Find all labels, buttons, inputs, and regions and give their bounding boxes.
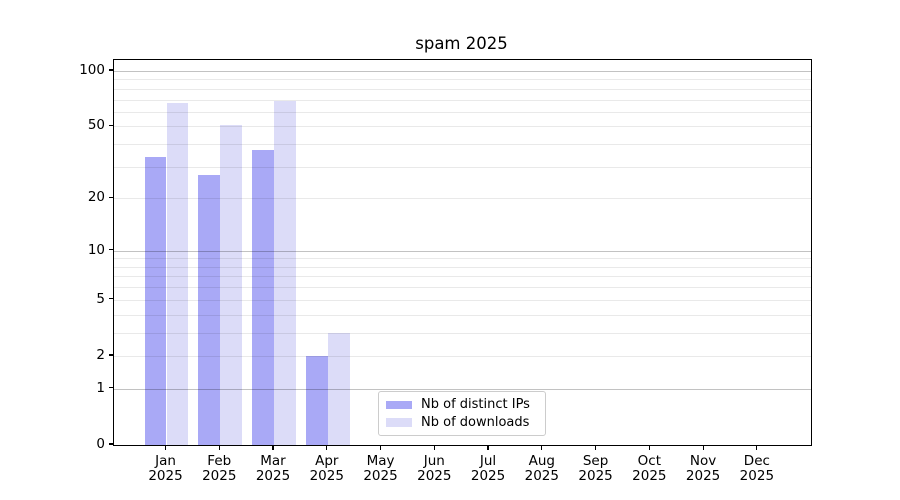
gridline-major xyxy=(114,388,811,390)
y-tick-mark xyxy=(108,196,113,198)
bar-nb-of-distinct-ips-mar xyxy=(252,150,275,445)
x-tick-label-apr: Apr 2025 xyxy=(309,452,344,484)
legend-item-downloads: Nb of downloads xyxy=(379,414,545,432)
gridline-minor xyxy=(114,258,811,260)
x-tick-mark xyxy=(648,445,650,450)
x-tick-mark xyxy=(326,445,328,450)
plot-area xyxy=(113,59,812,446)
bar-nb-of-downloads-feb xyxy=(220,124,243,445)
gridline-minor xyxy=(114,144,811,146)
gridline-minor xyxy=(114,126,811,128)
x-tick-mark xyxy=(218,445,220,450)
gridline-minor xyxy=(114,99,811,101)
x-tick-label-jan: Jan 2025 xyxy=(148,452,183,484)
x-tick-mark xyxy=(487,445,489,450)
x-tick-mark xyxy=(164,445,167,450)
y-tick-label: 50 xyxy=(87,117,105,134)
bar-nb-of-distinct-ips-feb xyxy=(198,174,221,445)
x-tick-label-feb: Feb 2025 xyxy=(202,452,237,484)
gridline-minor xyxy=(114,111,811,113)
gridline-minor xyxy=(114,166,811,168)
bar-nb-of-distinct-ips-apr xyxy=(305,355,328,445)
y-tick-mark xyxy=(108,69,113,71)
x-tick-mark xyxy=(756,445,758,450)
y-tick-label: 0 xyxy=(96,436,105,452)
legend-item-distinct-ips: Nb of distinct IPs xyxy=(379,396,545,414)
gridline-minor xyxy=(114,79,811,81)
x-tick-label-jul: Jul 2025 xyxy=(470,452,506,484)
x-tick-mark xyxy=(433,445,435,450)
legend-swatch-downloads xyxy=(386,418,412,427)
y-tick-label: 2 xyxy=(96,346,105,363)
y-tick-label: 10 xyxy=(87,241,105,258)
x-tick-label-nov: Nov 2025 xyxy=(685,452,721,484)
bar-nb-of-downloads-apr xyxy=(327,332,350,445)
y-tick-mark xyxy=(108,298,113,300)
gridline-minor xyxy=(114,287,811,289)
y-tick-mark xyxy=(108,354,113,356)
x-tick-label-oct: Oct 2025 xyxy=(632,452,667,484)
x-tick-label-jun: Jun 2025 xyxy=(417,452,452,484)
y-tick-mark xyxy=(108,443,113,445)
legend-label-downloads: Nb of downloads xyxy=(421,414,530,430)
legend: Nb of distinct IPs Nb of downloads xyxy=(378,391,546,436)
y-tick-mark xyxy=(108,249,113,251)
x-tick-mark xyxy=(379,445,382,450)
bar-nb-of-downloads-jan xyxy=(166,103,189,445)
x-tick-mark xyxy=(272,445,274,450)
bar-nb-of-distinct-ips-jan xyxy=(144,156,167,445)
gridline-minor xyxy=(114,88,811,90)
x-tick-mark xyxy=(594,445,597,450)
y-tick-label: 100 xyxy=(79,62,105,78)
legend-label-distinct-ips: Nb of distinct IPs xyxy=(421,397,530,413)
gridline-major xyxy=(114,71,811,72)
gridline-minor xyxy=(114,332,811,334)
gridline-minor xyxy=(114,266,811,268)
y-tick-label: 20 xyxy=(87,189,105,206)
bar-nb-of-downloads-mar xyxy=(274,100,296,445)
gridline-minor xyxy=(114,355,811,357)
x-tick-mark xyxy=(541,445,543,450)
gridline-minor xyxy=(114,198,811,200)
x-tick-label-aug: Aug 2025 xyxy=(524,452,559,484)
y-tick-label: 1 xyxy=(96,379,105,396)
x-tick-mark xyxy=(702,445,704,450)
y-tick-mark xyxy=(108,124,113,126)
y-tick-mark xyxy=(108,387,113,389)
gridline-minor xyxy=(114,299,811,301)
y-tick-label: 5 xyxy=(96,290,105,307)
gridline-minor xyxy=(114,276,811,278)
x-tick-label-dec: Dec 2025 xyxy=(739,452,775,484)
legend-swatch-distinct-ips xyxy=(386,400,412,409)
gridline-major xyxy=(114,250,811,252)
x-tick-label-may: May 2025 xyxy=(363,452,398,484)
chart-title: spam 2025 xyxy=(415,34,508,53)
x-tick-label-mar: Mar 2025 xyxy=(255,452,291,484)
gridline-minor xyxy=(114,314,811,316)
x-tick-label-sep: Sep 2025 xyxy=(578,452,613,484)
